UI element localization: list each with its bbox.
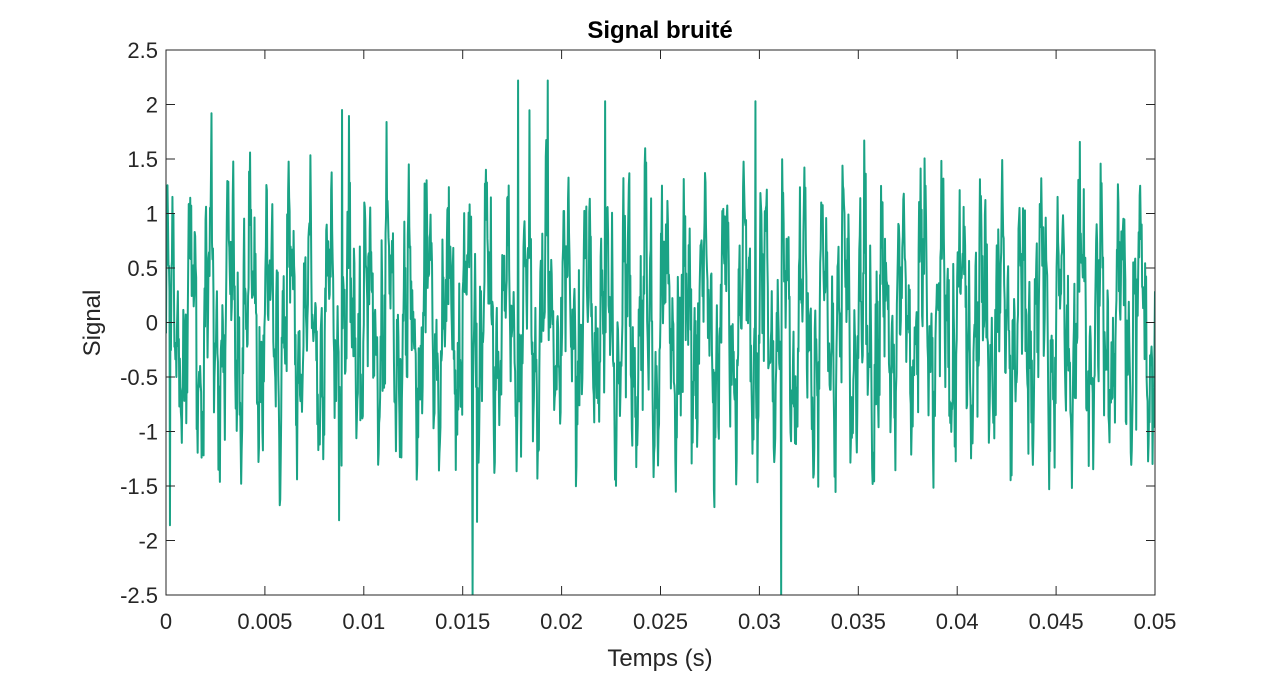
plot-area bbox=[165, 49, 1156, 596]
y-tick-label: 2 bbox=[146, 93, 158, 118]
y-tick-label: -1 bbox=[138, 420, 158, 445]
x-tick-label: 0.02 bbox=[540, 609, 583, 634]
y-tick-label: -0.5 bbox=[120, 365, 158, 390]
x-tick-label: 0 bbox=[160, 609, 172, 634]
x-tick-label: 0.045 bbox=[1029, 609, 1084, 634]
y-axis: -2.5 -2 -1.5 -1 -0.5 0 0.5 1 1.5 2 2.5 bbox=[120, 38, 1155, 608]
x-tick-label: 0.005 bbox=[237, 609, 292, 634]
signal-line bbox=[166, 79, 1155, 595]
y-tick-label: -2 bbox=[138, 529, 158, 554]
y-tick-label: 1 bbox=[146, 202, 158, 227]
x-tick-label: 0.05 bbox=[1134, 609, 1177, 634]
x-tick-label: 0.03 bbox=[738, 609, 781, 634]
x-tick-label: 0.01 bbox=[342, 609, 385, 634]
x-axis: 0 0.005 0.01 0.015 0.02 0.025 0.03 0.035 0.04 0.0… bbox=[160, 50, 1177, 634]
y-tick-label: 0 bbox=[146, 311, 158, 336]
y-tick-label: -2.5 bbox=[120, 583, 158, 608]
x-tick-label: 0.04 bbox=[936, 609, 979, 634]
chart-title: Signal bruité bbox=[587, 17, 732, 44]
y-tick-label: 2.5 bbox=[127, 38, 158, 63]
x-tick-label: 0.035 bbox=[831, 609, 886, 634]
y-axis-label: Signal bbox=[79, 290, 106, 357]
x-tick-label: 0.015 bbox=[435, 609, 490, 634]
y-tick-label: 0.5 bbox=[127, 256, 158, 281]
y-tick-label: -1.5 bbox=[120, 474, 158, 499]
x-axis-label: Temps (s) bbox=[607, 645, 712, 672]
x-tick-label: 0.025 bbox=[633, 609, 688, 634]
y-tick-label: 1.5 bbox=[127, 147, 158, 172]
